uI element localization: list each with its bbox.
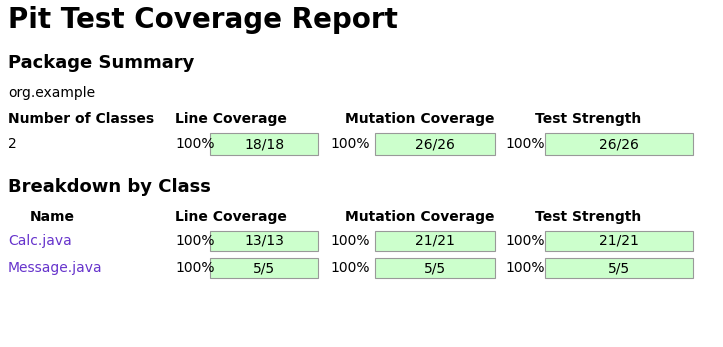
Text: Mutation Coverage: Mutation Coverage (345, 210, 495, 224)
Text: Pit Test Coverage Report: Pit Test Coverage Report (8, 6, 398, 34)
Text: Message.java: Message.java (8, 261, 103, 275)
Text: 100%: 100% (330, 261, 369, 275)
Text: 2: 2 (8, 137, 17, 151)
Text: Breakdown by Class: Breakdown by Class (8, 178, 211, 196)
Text: 100%: 100% (330, 234, 369, 248)
Text: 26/26: 26/26 (415, 137, 455, 151)
Text: 100%: 100% (505, 137, 544, 151)
Text: 100%: 100% (505, 261, 544, 275)
Text: 100%: 100% (505, 234, 544, 248)
Text: Test Strength: Test Strength (535, 210, 641, 224)
Text: 21/21: 21/21 (599, 234, 639, 248)
Text: 100%: 100% (175, 261, 215, 275)
Text: 100%: 100% (175, 137, 215, 151)
Text: 100%: 100% (330, 137, 369, 151)
Text: 26/26: 26/26 (599, 137, 639, 151)
Text: 5/5: 5/5 (424, 261, 446, 275)
Text: Name: Name (30, 210, 75, 224)
Text: Package Summary: Package Summary (8, 54, 194, 72)
Text: org.example: org.example (8, 86, 95, 100)
Text: 100%: 100% (175, 234, 215, 248)
Text: 18/18: 18/18 (244, 137, 284, 151)
Text: Number of Classes: Number of Classes (8, 112, 154, 126)
Text: Calc.java: Calc.java (8, 234, 72, 248)
Text: Line Coverage: Line Coverage (175, 112, 287, 126)
Text: Line Coverage: Line Coverage (175, 210, 287, 224)
Text: 5/5: 5/5 (253, 261, 275, 275)
Text: 5/5: 5/5 (608, 261, 630, 275)
Text: 13/13: 13/13 (244, 234, 284, 248)
Text: Test Strength: Test Strength (535, 112, 641, 126)
Text: 21/21: 21/21 (415, 234, 455, 248)
Text: Mutation Coverage: Mutation Coverage (345, 112, 495, 126)
